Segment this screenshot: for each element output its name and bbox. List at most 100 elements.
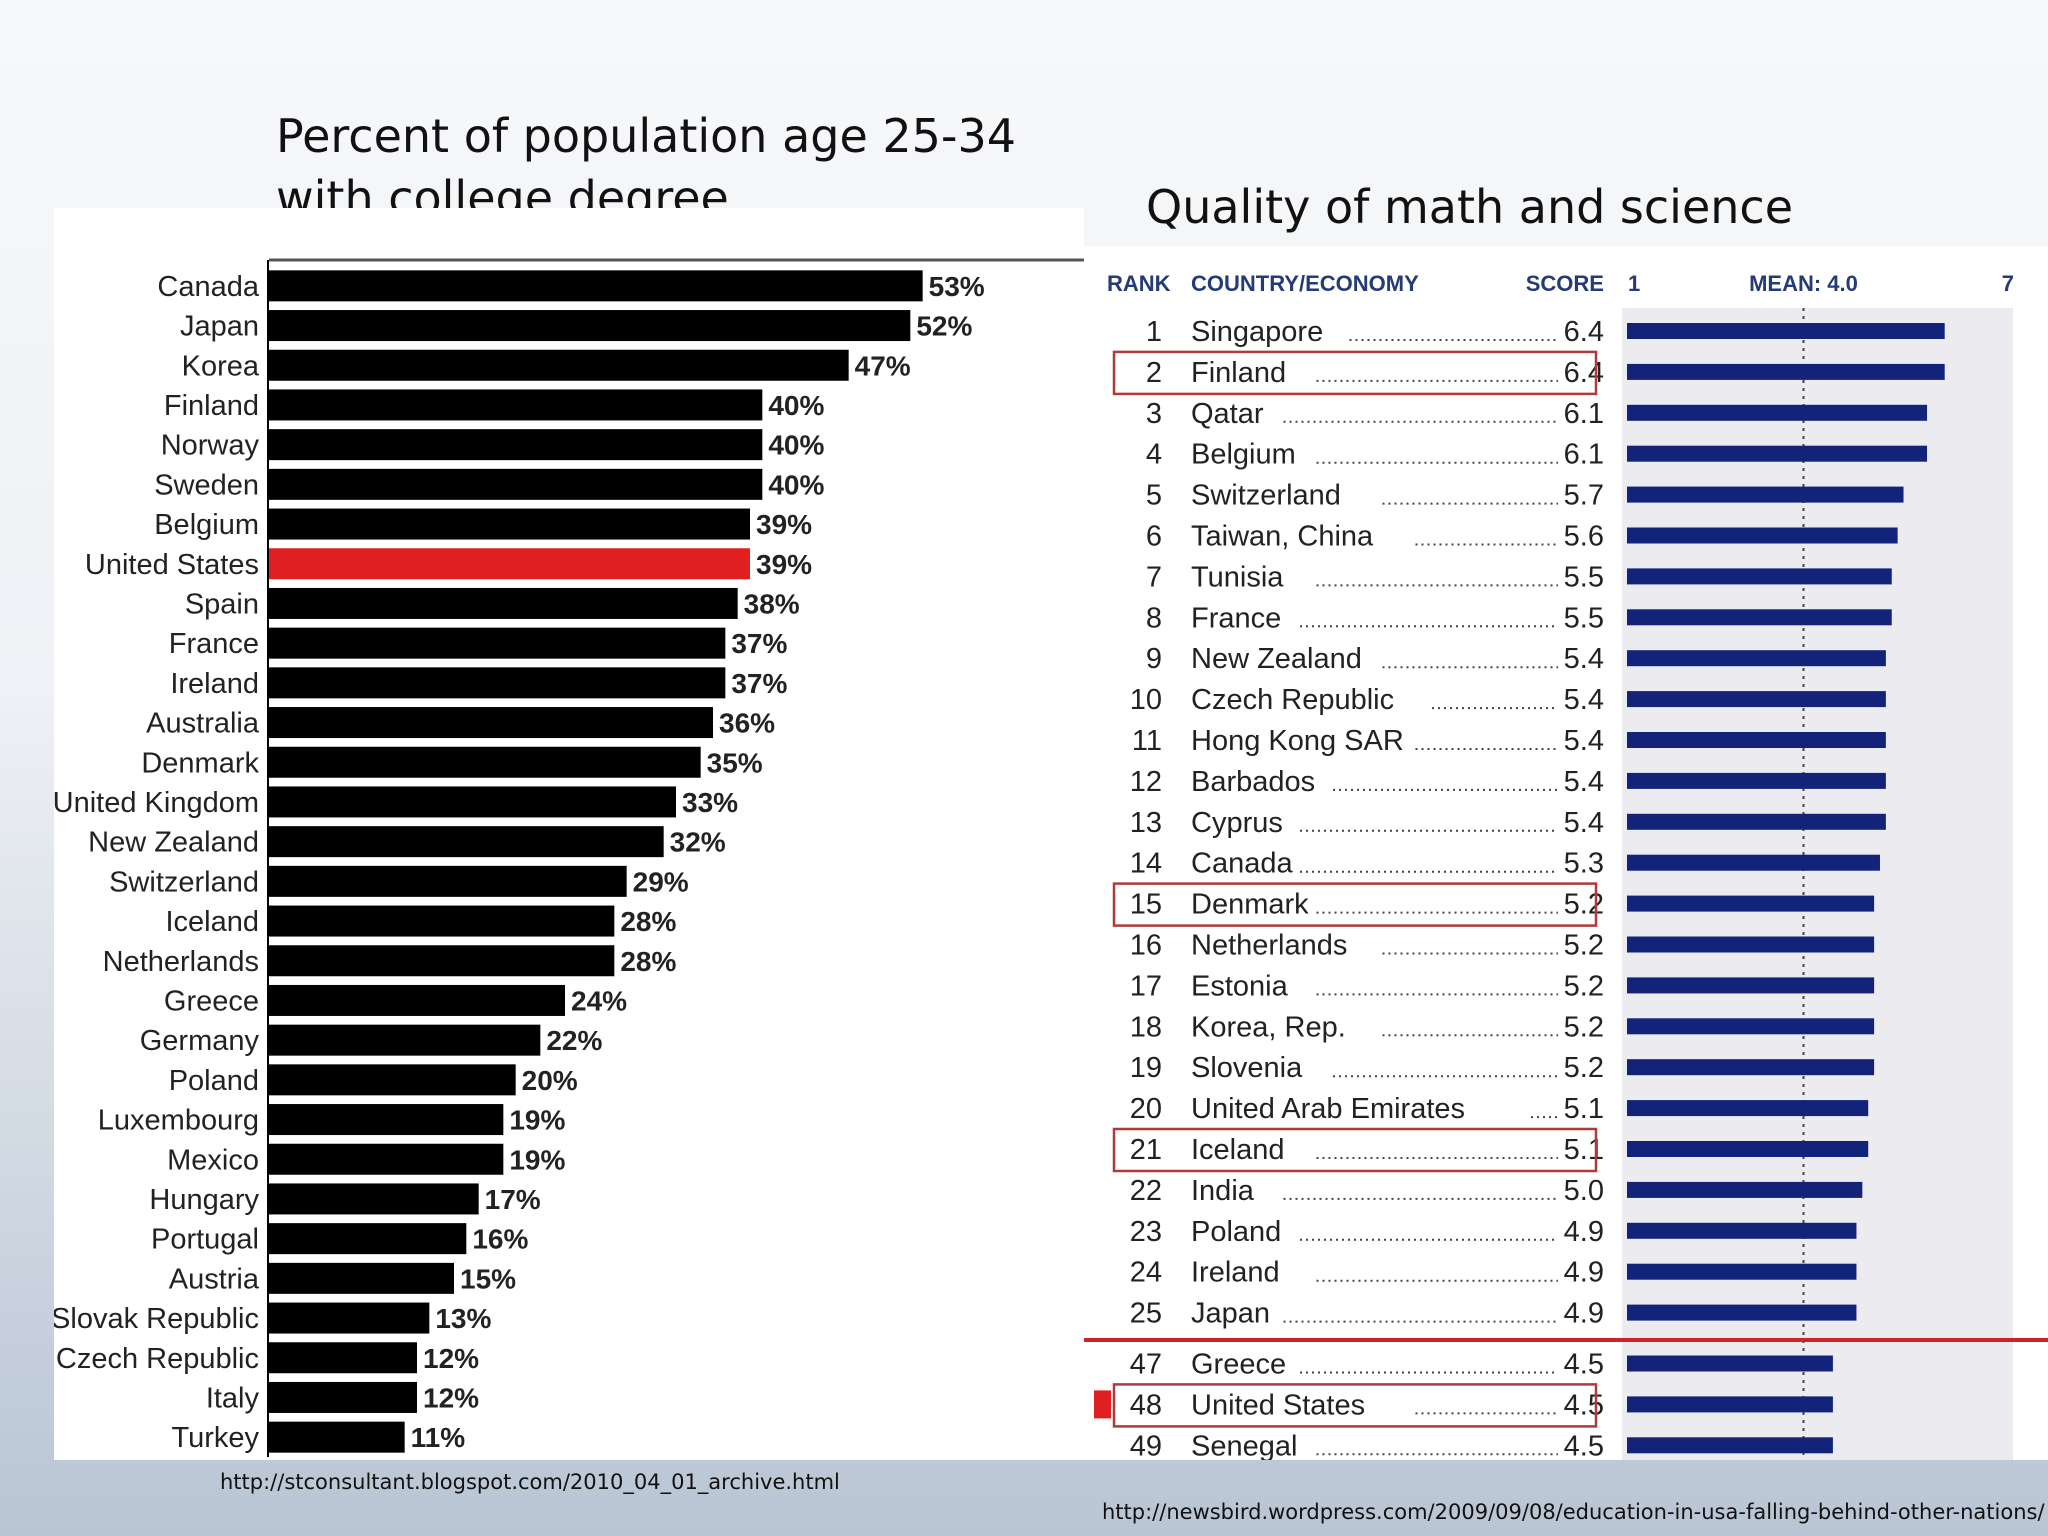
rank-label: 7 <box>1146 561 1162 593</box>
highlight-box <box>1112 1383 1598 1428</box>
math-science-ranking-panel: RANK COUNTRY/ECONOMY SCORE 1 MEAN: 4.0 7 1 Sing… <box>1084 246 2048 1462</box>
score-bar <box>1627 772 1886 789</box>
country-label: Tunisia <box>1191 561 1284 593</box>
bar <box>269 905 615 937</box>
bar <box>269 1143 504 1175</box>
score-label: 5.4 <box>1564 643 1604 675</box>
value-label: 36% <box>719 708 775 739</box>
header-scale-max: 7 <box>2002 271 2014 296</box>
value-label: 39% <box>756 549 812 580</box>
bar <box>269 429 763 461</box>
bar <box>269 1223 467 1255</box>
value-label: 24% <box>571 985 627 1016</box>
bar <box>269 508 750 540</box>
country-label: Japan <box>1191 1298 1270 1330</box>
rank-label: 1 <box>1146 316 1162 348</box>
country-label: United Arab Emirates <box>1191 1093 1465 1125</box>
country-label: Qatar <box>1191 398 1264 430</box>
country-label: Hong Kong SAR <box>1191 725 1404 757</box>
rank-label: 48 <box>1130 1389 1162 1421</box>
category-label: United Kingdom <box>54 787 259 819</box>
score-bar <box>1627 1396 1833 1413</box>
score-label: 5.2 <box>1564 1011 1604 1043</box>
bar <box>269 1104 504 1136</box>
score-label: 5.2 <box>1564 930 1604 962</box>
score-label: 6.4 <box>1564 357 1604 389</box>
bar <box>269 707 713 739</box>
rank-label: 9 <box>1146 643 1162 675</box>
value-label: 29% <box>633 866 689 897</box>
score-label: 5.4 <box>1564 725 1604 757</box>
score-bar <box>1627 854 1880 871</box>
country-label: Taiwan, China <box>1191 521 1374 553</box>
score-bar <box>1627 323 1945 339</box>
bar <box>269 1024 541 1056</box>
category-label: New Zealand <box>88 827 259 859</box>
rank-label: 14 <box>1130 848 1162 880</box>
country-label: Greece <box>1191 1349 1286 1381</box>
header-rank: RANK <box>1107 271 1171 296</box>
value-label: 12% <box>423 1343 479 1374</box>
score-label: 5.1 <box>1564 1093 1604 1125</box>
rank-label: 17 <box>1130 970 1162 1002</box>
country-label: Switzerland <box>1191 480 1341 512</box>
value-label: 33% <box>682 787 738 818</box>
category-label: Mexico <box>167 1144 259 1176</box>
highlight-box <box>1112 882 1598 927</box>
score-bar <box>1627 568 1892 585</box>
bar <box>269 1183 479 1215</box>
header-scale-min: 1 <box>1628 271 1640 296</box>
rank-label: 49 <box>1130 1430 1162 1460</box>
category-label: Austria <box>169 1263 260 1295</box>
value-label: 28% <box>620 946 676 977</box>
country-label: Estonia <box>1191 970 1289 1002</box>
score-label: 4.5 <box>1564 1430 1604 1460</box>
category-label: Czech Republic <box>56 1343 259 1375</box>
bar <box>269 984 565 1016</box>
rank-label: 5 <box>1146 480 1162 512</box>
score-label: 4.5 <box>1564 1389 1604 1421</box>
highlight-marker <box>1094 1390 1111 1419</box>
bar <box>269 310 911 342</box>
category-label: Spain <box>185 588 259 620</box>
bar <box>269 865 627 897</box>
bar-area-background <box>1622 308 2013 1460</box>
score-bar <box>1627 363 1945 380</box>
category-label: France <box>169 628 259 660</box>
category-label: Australia <box>146 708 260 740</box>
country-label: Cyprus <box>1191 807 1283 839</box>
bar <box>269 1262 454 1294</box>
country-label: Canada <box>1191 848 1293 880</box>
score-label: 5.5 <box>1564 561 1604 593</box>
category-label: Italy <box>206 1382 260 1414</box>
score-label: 6.4 <box>1564 316 1604 348</box>
college-degree-chart-panel: Canada 53% Japan 52% Korea 47% Finland 40% Norwa… <box>51 208 1084 1460</box>
score-bar <box>1627 609 1892 626</box>
category-label: Ireland <box>170 668 259 700</box>
country-label: India <box>1191 1175 1255 1207</box>
country-label: United States <box>1191 1389 1365 1421</box>
highlight-box <box>1112 350 1598 396</box>
bar <box>269 1342 417 1374</box>
bar <box>269 945 615 977</box>
bar <box>269 826 664 858</box>
score-label: 5.0 <box>1564 1175 1604 1207</box>
rank-label: 6 <box>1146 521 1162 553</box>
category-label: Finland <box>164 390 259 422</box>
category-label: Switzerland <box>109 866 259 898</box>
value-label: 13% <box>435 1303 491 1334</box>
bar <box>269 1381 417 1413</box>
value-label: 15% <box>460 1263 516 1294</box>
header-mean: MEAN: 4.0 <box>1749 271 1858 296</box>
country-label: Belgium <box>1191 439 1296 471</box>
left-title-line-1: Percent of population age 25-34 <box>276 109 1017 163</box>
math-science-ranking-table: RANK COUNTRY/ECONOMY SCORE 1 MEAN: 4.0 7 1 Sing… <box>1084 271 2048 1462</box>
score-bar <box>1627 732 1886 748</box>
value-label: 39% <box>756 509 812 540</box>
score-label: 4.9 <box>1564 1257 1604 1289</box>
score-label: 4.9 <box>1564 1298 1604 1330</box>
category-label: Korea <box>182 350 260 382</box>
country-label: Netherlands <box>1191 930 1347 962</box>
bar <box>269 1421 405 1453</box>
value-label: 22% <box>546 1025 602 1056</box>
